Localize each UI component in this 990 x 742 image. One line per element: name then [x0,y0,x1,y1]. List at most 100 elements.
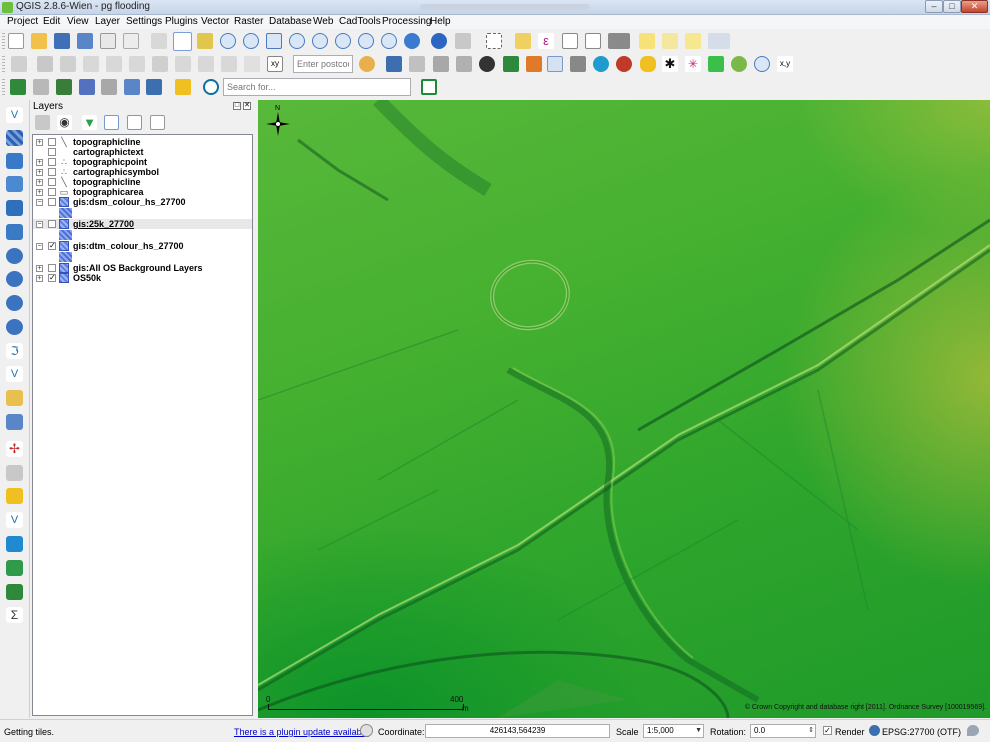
panel-float-button[interactable]: □ [233,102,241,110]
actions-icon[interactable] [455,33,471,49]
layer-item[interactable]: − gis:dsm_colour_hs_27700 [33,197,252,207]
menu-edit[interactable]: Edit [43,16,61,27]
offline-editing-icon[interactable]: V [6,512,23,528]
layer-visibility-checkbox[interactable] [48,168,56,176]
plugin-i-icon[interactable] [708,56,724,72]
search-icon[interactable] [203,79,219,95]
crop-tool-icon[interactable] [421,79,437,95]
node-tool-icon[interactable] [129,56,145,72]
plugin-g-icon[interactable] [616,56,632,72]
add-wfs-icon[interactable] [79,79,95,95]
identify-features-icon[interactable] [431,33,447,49]
layer-visibility-checkbox-checked[interactable]: ✓ [48,241,56,250]
gps-tools-icon[interactable] [6,560,23,576]
add-oracle-layer-icon[interactable] [6,224,23,240]
zoom-last-icon[interactable] [335,33,351,49]
messages-icon[interactable] [360,724,373,737]
layer-item[interactable]: + ∴ topographicpoint [33,157,252,167]
statistics-icon[interactable] [585,33,601,49]
expand-toggle[interactable]: + [36,169,43,176]
xy-tool-icon[interactable]: xy [267,56,283,72]
spider-plugin-icon[interactable]: ✱ [662,56,678,72]
save-as-icon[interactable] [77,33,93,49]
layer-item[interactable]: + gis:All OS Background Layers [33,263,252,273]
minimize-button[interactable]: – [925,0,943,13]
expand-toggle[interactable]: + [36,159,43,166]
expand-toggle[interactable]: + [36,179,43,186]
layer-item[interactable]: + ▭ topographicarea [33,187,252,197]
menu-raster[interactable]: Raster [234,16,264,27]
plugin-zoom-icon[interactable] [754,56,770,72]
add-wcs-layer-icon[interactable] [6,271,23,287]
move-feature-icon[interactable] [106,56,122,72]
layer-visibility-checkbox[interactable] [48,158,56,166]
globe-plugin-icon[interactable] [593,56,609,72]
expand-toggle[interactable]: + [36,139,43,146]
layer-item[interactable]: + ∴ cartographicsymbol [33,167,252,177]
new-shapefile-icon[interactable]: V [6,366,23,382]
layer-visibility-checkbox[interactable] [48,148,56,156]
menu-settings[interactable]: Settings [126,16,163,27]
refresh-icon[interactable] [404,33,420,49]
current-edits-icon[interactable] [11,56,27,72]
show-bookmarks-icon[interactable] [685,33,701,49]
add-wms-layer-icon[interactable] [6,248,23,264]
menu-plugins[interactable]: Plugins [165,16,198,27]
layer-visibility-checkbox-checked[interactable]: ✓ [48,273,56,282]
pan-to-selection-icon[interactable] [197,33,213,49]
plugin-b-icon[interactable] [433,56,449,72]
new-spatialite-icon[interactable] [6,390,23,406]
composer-manager-icon[interactable] [123,33,139,49]
layer-visibility-checkbox[interactable] [48,198,56,206]
close-button[interactable]: ✕ [961,0,988,13]
menu-layer[interactable]: Layer [95,16,121,27]
python-console-icon[interactable] [386,56,402,72]
menu-help[interactable]: Help [430,16,451,27]
menu-view[interactable]: View [67,16,89,27]
add-layer-icon[interactable] [10,79,26,95]
expand-toggle[interactable]: + [36,265,43,272]
scale-combobox[interactable]: 1:5,000 ▼ [643,724,704,738]
menu-cadtools[interactable]: CadTools [339,16,381,27]
paste-features-icon[interactable] [221,56,237,72]
network-plugin-icon[interactable]: ✳ [685,56,701,72]
add-postgis-icon[interactable] [124,79,140,95]
map-tips-icon[interactable] [639,33,655,49]
new-temp-layer-icon[interactable] [6,414,23,430]
menu-processing[interactable]: Processing [382,16,432,27]
style-manager-icon[interactable] [35,115,50,130]
sum-tool-icon[interactable]: Σ [6,607,23,623]
message-log-icon[interactable] [967,725,979,736]
add-vector-layer-icon[interactable]: V [6,107,23,123]
collapse-toggle[interactable]: − [36,221,43,228]
layer-visibility-checkbox[interactable] [48,220,56,228]
layer-visibility-checkbox[interactable] [48,138,56,146]
expand-toggle[interactable]: + [36,189,43,196]
add-postgis-layer-icon[interactable] [6,153,23,169]
topology-checker-icon[interactable] [6,536,23,552]
new-project-icon[interactable] [8,33,24,49]
layer-item[interactable]: − ✓ gis:dtm_colour_hs_27700 [33,241,252,251]
binoculars-icon[interactable] [479,56,495,72]
measure-line-icon[interactable] [608,33,630,49]
pan-map-icon[interactable] [173,32,192,51]
coordinate-field[interactable]: 426143,564239 [425,724,610,738]
attribute-table-icon[interactable] [562,33,578,49]
add-arcgis-layer-icon[interactable] [6,319,23,335]
menu-project[interactable]: Project [7,16,39,27]
postcode-search-button-icon[interactable] [359,56,375,72]
layer-item-selected[interactable]: − gis:25k_27700 [33,219,252,229]
crs-status[interactable]: EPSG:27700 (OTF) [882,727,962,737]
save-project-icon[interactable] [54,33,70,49]
zoom-in-icon[interactable] [220,33,236,49]
postcode-search-input[interactable] [293,55,353,73]
layer-item[interactable]: + ✓ OS50k [33,273,252,283]
print-composer-icon[interactable] [100,33,116,49]
map-canvas[interactable]: N 0 400 m © Crown Copyright and database… [258,100,990,718]
save-edits-icon[interactable] [60,56,76,72]
plugin-tree-icon[interactable] [503,56,519,72]
plugin-c-icon[interactable] [456,56,472,72]
add-wfs-layer-icon[interactable] [6,295,23,311]
zoom-full-icon[interactable] [266,33,282,49]
add-raster-layer-icon[interactable] [6,130,23,146]
